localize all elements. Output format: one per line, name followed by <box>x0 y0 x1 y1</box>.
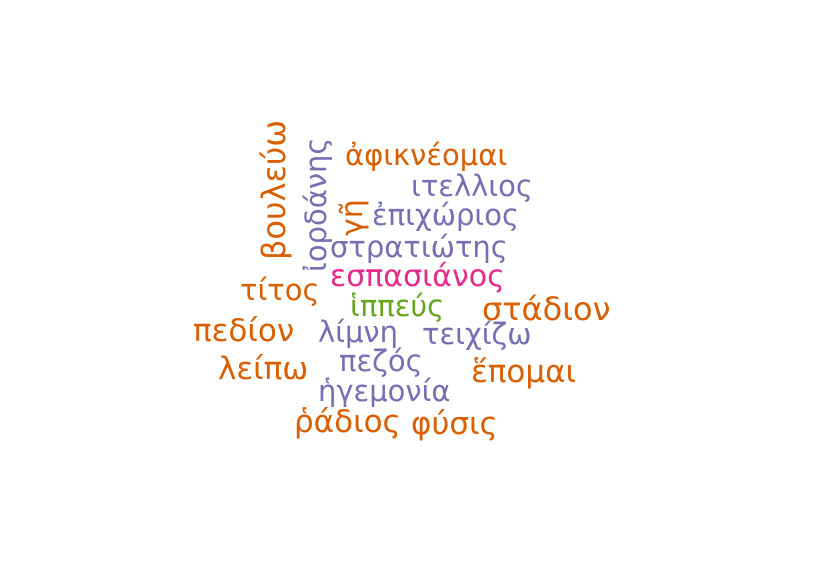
word-limni: λίμνη <box>318 315 399 349</box>
word-physis: φύσις <box>411 406 498 442</box>
word-leipo: λείπω <box>218 351 309 387</box>
word-pezos: πεζός <box>339 344 423 378</box>
word-iordanis: ἰορδάνης <box>299 137 333 272</box>
word-espasianos: εσπασιάνος <box>330 259 505 294</box>
word-pedion: πεδίον <box>193 313 295 349</box>
word-hegemonia: ἡγεμονία <box>318 374 451 408</box>
word-bouleuo: βουλεύω <box>255 119 293 260</box>
word-afikneomai: ἀφικνέομαι <box>345 138 508 172</box>
word-itellios: ιτελλιος <box>411 169 533 203</box>
word-hippeus: ἱππεύς <box>350 289 445 323</box>
word-stratiotis: στρατιώτης <box>330 230 508 264</box>
word-radios: ῥάδιος <box>294 404 401 440</box>
word-epichorios: ἐπιχώριος <box>372 198 519 232</box>
word-titos: τίτος <box>240 273 320 307</box>
word-epomai: ἕπομαι <box>471 354 577 390</box>
word-teichizo: τειχίζω <box>422 317 532 351</box>
word-gi: γῆ <box>335 199 370 236</box>
word-stadion: στάδιον <box>482 290 611 328</box>
